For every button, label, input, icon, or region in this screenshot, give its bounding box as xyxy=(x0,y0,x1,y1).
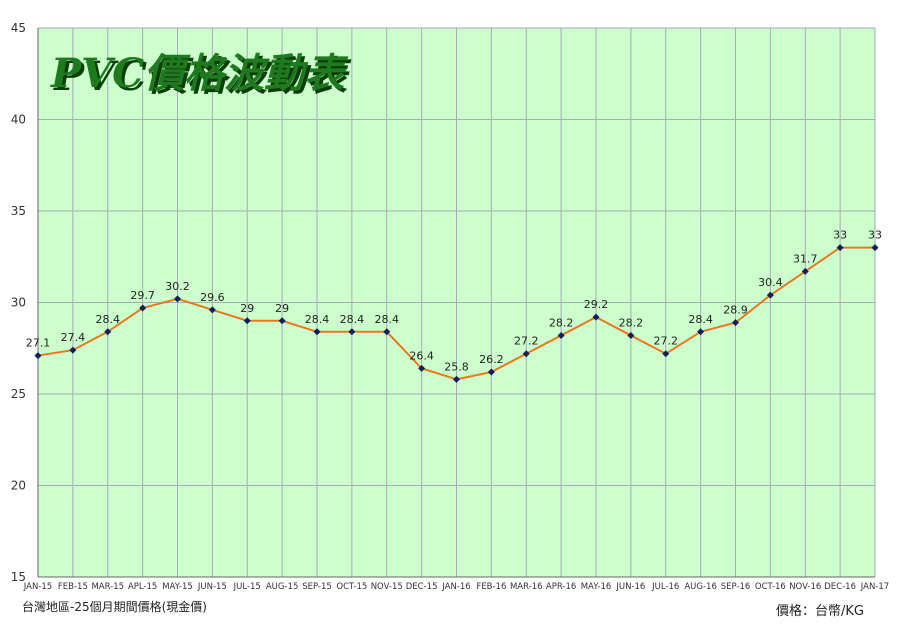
data-point xyxy=(104,328,112,336)
y-tick-label: 40 xyxy=(11,113,26,127)
x-tick-label: JUL-16 xyxy=(651,582,679,592)
x-tick-label: FEB-15 xyxy=(58,582,88,592)
data-label: 33 xyxy=(833,229,847,242)
data-point xyxy=(487,368,495,376)
data-labels: 27.1 27.4 28.4 29.7 30.2 29.6 29 29 28.4 28.4 28.4… xyxy=(26,229,882,374)
data-label: 27.4 xyxy=(61,331,86,344)
data-label: 27.2 xyxy=(514,335,539,348)
x-tick-label: AUG-16 xyxy=(684,582,717,592)
data-label: 28.4 xyxy=(688,313,713,326)
data-label: 28.2 xyxy=(619,316,644,329)
data-point xyxy=(243,317,251,325)
data-point xyxy=(139,304,147,312)
data-label: 26.2 xyxy=(479,353,504,366)
chart-title: PVC價格波動表 xyxy=(50,50,349,97)
data-label: 31.7 xyxy=(793,252,818,265)
data-point xyxy=(208,306,216,314)
data-label: 30.2 xyxy=(165,280,190,293)
x-tick-label: AUG-15 xyxy=(266,582,299,592)
data-point xyxy=(278,317,286,325)
data-point xyxy=(522,350,530,358)
y-tick-label: 45 xyxy=(11,21,26,35)
data-label: 25.8 xyxy=(444,360,469,373)
data-label: 29.7 xyxy=(130,289,155,302)
y-tick-label: 35 xyxy=(11,204,26,218)
x-tick-label: OCT-16 xyxy=(755,582,786,592)
data-label: 28.2 xyxy=(549,316,574,329)
y-tick-label: 15 xyxy=(11,570,26,584)
data-point xyxy=(871,244,879,252)
data-point xyxy=(836,244,844,252)
data-point xyxy=(592,313,600,321)
data-label: 28.4 xyxy=(305,313,330,326)
data-label: 29.2 xyxy=(584,298,609,311)
data-label: 27.2 xyxy=(654,335,679,348)
x-tick-label: MAR-16 xyxy=(510,582,543,592)
data-label: 26.4 xyxy=(409,349,434,362)
x-tick-label: DEC-16 xyxy=(824,582,856,592)
x-tick-label: SEP-15 xyxy=(302,582,332,592)
data-label: 28.4 xyxy=(96,313,121,326)
data-point xyxy=(453,375,460,383)
x-tick-label: SEP-16 xyxy=(721,582,751,592)
x-tick-label: DEC-15 xyxy=(406,582,438,592)
x-tick-label: JUN-16 xyxy=(615,582,645,592)
data-point xyxy=(418,364,426,372)
data-point xyxy=(697,328,705,336)
x-tick-label: JAN-17 xyxy=(860,582,889,592)
data-point xyxy=(732,319,739,327)
data-label: 28.4 xyxy=(340,313,365,326)
data-point xyxy=(557,331,565,339)
data-point xyxy=(662,350,670,358)
x-tick-label: JAN-15 xyxy=(23,582,52,592)
data-markers xyxy=(34,244,879,383)
data-point xyxy=(174,295,181,303)
x-tick-label: JUN-15 xyxy=(197,582,227,592)
data-point xyxy=(627,331,635,339)
data-point xyxy=(766,291,774,299)
chart-title-shadow: PVC價格波動表 xyxy=(53,53,352,100)
data-label: 33 xyxy=(868,229,882,242)
x-tick-label: APR-16 xyxy=(546,582,576,592)
x-tick-label: OCT-15 xyxy=(336,582,367,592)
x-tick-label: NOV-16 xyxy=(789,582,821,592)
x-tick-label: NOV-15 xyxy=(371,582,403,592)
data-label: 30.4 xyxy=(758,276,783,289)
data-label: 27.1 xyxy=(26,337,51,350)
x-tick-label: FEB-16 xyxy=(476,582,506,592)
x-tick-label: MAY-15 xyxy=(162,582,193,592)
data-label: 29.6 xyxy=(200,291,225,304)
y-tick-label: 30 xyxy=(11,296,26,310)
x-tick-label: MAR-15 xyxy=(91,582,124,592)
footnote-region: 台灣地區-25個月期間價格(現金價) xyxy=(22,600,207,614)
y-tick-label: 25 xyxy=(11,387,26,401)
data-point xyxy=(383,328,391,336)
data-point xyxy=(69,346,77,354)
x-tick-label: JUL-15 xyxy=(233,582,261,592)
x-tick-label: JAN-16 xyxy=(441,582,470,592)
data-label: 28.9 xyxy=(723,304,748,317)
x-tick-label: MAY-16 xyxy=(581,582,612,592)
x-tick-labels: JAN-15 FEB-15 MAR-15 APL-15 MAY-15 JUN-15 JUL-… xyxy=(23,582,889,592)
data-label: 28.4 xyxy=(375,313,400,326)
y-tick-labels: 15 20 25 30 35 40 45 xyxy=(11,21,26,584)
footnote-unit: 價格：台幣/KG xyxy=(776,604,864,619)
data-point xyxy=(801,267,809,275)
y-tick-label: 20 xyxy=(11,479,26,493)
data-point xyxy=(348,328,356,336)
axes xyxy=(37,28,875,578)
data-point xyxy=(34,352,42,360)
data-point xyxy=(313,328,321,336)
data-label: 29 xyxy=(275,302,289,315)
data-label: 29 xyxy=(240,302,254,315)
x-tick-label: APL-15 xyxy=(128,582,157,592)
